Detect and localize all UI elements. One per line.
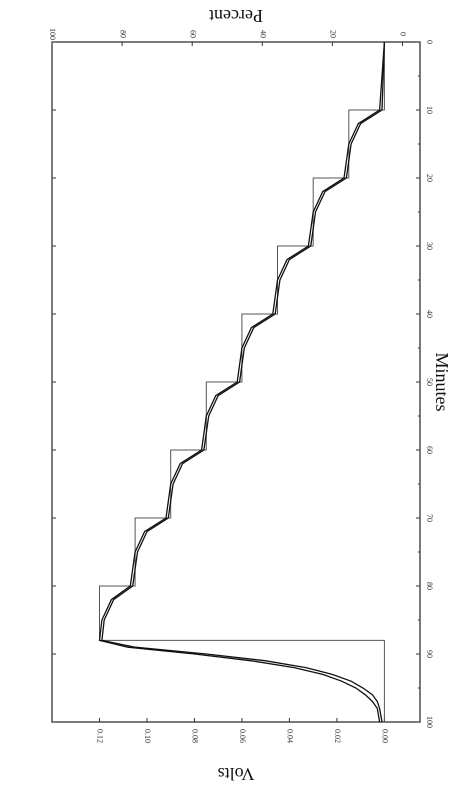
- volts-tick-label: 0.04: [286, 729, 295, 743]
- volts-tick-label: 0.06: [238, 729, 247, 743]
- percent-axis-title: Percent: [209, 6, 263, 26]
- x-tick-label: 20: [425, 174, 434, 182]
- x-tick-label: 60: [425, 446, 434, 454]
- percent-tick-label: 40: [258, 30, 267, 38]
- volts-tick-label: 0.12: [96, 729, 105, 743]
- volts-tick-label: 0.00: [381, 729, 390, 743]
- x-tick-label: 40: [425, 310, 434, 318]
- x-tick-label: 80: [425, 582, 434, 590]
- x-tick-label: 10: [425, 106, 434, 114]
- volts-tick-label: 0.08: [191, 729, 200, 743]
- percent-tick-label: 0: [399, 32, 408, 36]
- x-tick-label: 100: [425, 716, 434, 728]
- volts-axis-title: Volts: [218, 764, 255, 784]
- x-tick-label: 0: [425, 40, 434, 44]
- step-series-line: [99, 42, 385, 722]
- volts-tick-label: 0.02: [333, 729, 342, 743]
- smooth-series-line-2: [98, 41, 386, 723]
- percent-tick-label: 60: [188, 30, 197, 38]
- x-tick-label: 70: [425, 514, 434, 522]
- x-tick-label: 30: [425, 242, 434, 250]
- percent-tick-label: 80: [118, 30, 127, 38]
- x-axis-title: Minutes: [432, 352, 452, 411]
- percent-tick-label: 100: [48, 28, 57, 40]
- volts-tick-label: 0.10: [143, 729, 152, 743]
- x-tick-label: 90: [425, 650, 434, 658]
- x-tick-label: 50: [425, 378, 434, 386]
- percent-tick-label: 20: [329, 30, 338, 38]
- smooth-series-line-1: [101, 41, 386, 723]
